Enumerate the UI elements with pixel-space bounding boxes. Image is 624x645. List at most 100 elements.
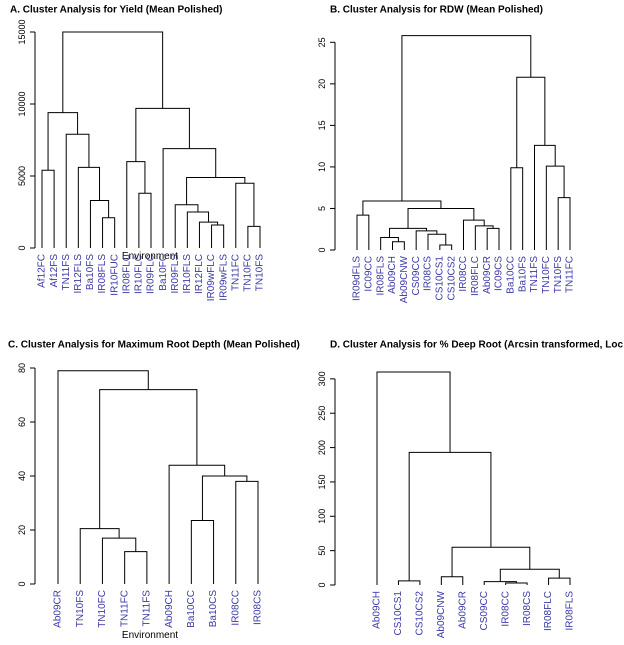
leaf-label: Af12FC bbox=[37, 254, 48, 288]
leaf-label: Ab09CNW bbox=[436, 590, 447, 638]
leaf-label: IC09CS bbox=[494, 256, 505, 291]
leaf-label: IR09FLC bbox=[146, 254, 157, 294]
leaf-label: IR10FLS bbox=[182, 254, 193, 294]
merge-link bbox=[376, 371, 451, 585]
leaf-label: IR08FLC bbox=[470, 256, 481, 296]
leaf-label: Ba10CS bbox=[208, 590, 219, 628]
leaf-label: IR09wFLC bbox=[206, 254, 217, 301]
leaf-label: Ba10FS bbox=[517, 256, 528, 292]
y-tick-label: 0 bbox=[17, 581, 27, 586]
leaf-label: IR09FLS bbox=[170, 254, 181, 294]
leaf-label: IC09CC bbox=[363, 256, 374, 292]
leaf-label: Ab09CNW bbox=[399, 255, 410, 303]
leaf-label: IR09dFLS bbox=[352, 256, 363, 301]
merge-link bbox=[407, 207, 475, 229]
merge-link bbox=[362, 200, 442, 216]
leaf-label: TN11FC bbox=[565, 256, 576, 293]
merge-link bbox=[62, 31, 164, 113]
leaf-label: CS10CS2 bbox=[446, 256, 457, 301]
panel-title: A. Cluster Analysis for Yield (Mean Poli… bbox=[10, 5, 222, 16]
y-tick-label: 50 bbox=[317, 546, 327, 556]
panel-title: B. Cluster Analysis for RDW (Mean Polish… bbox=[330, 5, 543, 16]
y-tick-label: 60 bbox=[17, 417, 27, 427]
y-tick-label: 0 bbox=[317, 247, 327, 252]
merge-link bbox=[483, 581, 517, 585]
panel-title: D. Cluster Analysis for % Deep Root (Arc… bbox=[330, 340, 624, 351]
leaf-label: IR12FLS bbox=[73, 254, 84, 294]
leaf-label: TN10FS bbox=[553, 256, 564, 294]
leaf-label: TN11FS bbox=[529, 256, 540, 293]
y-tick-label: 20 bbox=[317, 79, 327, 89]
leaf-label: IR08FLS bbox=[565, 591, 576, 631]
leaf-label: IR08FLS bbox=[375, 256, 386, 296]
y-tick-label: 100 bbox=[317, 509, 327, 524]
y-tick-label: 5000 bbox=[17, 166, 27, 186]
leaf-label: TN10FS bbox=[75, 590, 86, 628]
leaf-label: Ab09CR bbox=[53, 590, 64, 628]
y-tick-label: 40 bbox=[17, 471, 27, 481]
leaf-label: CS10CS1 bbox=[393, 591, 404, 636]
leaf-label: IR08FLC bbox=[121, 254, 132, 294]
y-tick-label: 80 bbox=[17, 363, 27, 373]
merge-link bbox=[510, 167, 524, 250]
leaf-label: Af12FS bbox=[49, 254, 60, 288]
leaf-label: Ab09CH bbox=[164, 590, 175, 628]
merge-link bbox=[440, 576, 464, 585]
leaf-label: IR08CC bbox=[500, 591, 511, 627]
leaf-label: IR12FLC bbox=[194, 254, 205, 294]
leaf-label: IR08CC bbox=[230, 590, 241, 626]
leaf-label: CS09CC bbox=[479, 591, 490, 630]
y-tick-label: 5 bbox=[317, 206, 327, 211]
leaf-label: IR08FLS bbox=[97, 254, 108, 294]
merge-link bbox=[57, 370, 149, 584]
y-tick-label: 150 bbox=[317, 474, 327, 489]
merge-link bbox=[505, 582, 528, 585]
leaf-label: TN10FS bbox=[255, 254, 266, 292]
leaf-label: TN11FC bbox=[230, 254, 241, 291]
leaf-label: TN11FS bbox=[142, 590, 153, 627]
leaf-label: Ba10CC bbox=[186, 590, 197, 628]
leaf-label: IR08CS bbox=[253, 590, 264, 625]
merge-link bbox=[401, 35, 532, 201]
leaf-label: TN11FC bbox=[119, 590, 130, 627]
y-tick-label: 15 bbox=[317, 120, 327, 130]
merge-link bbox=[451, 546, 531, 577]
leaf-label: TN10FC bbox=[243, 254, 254, 292]
y-tick-label: 20 bbox=[17, 525, 27, 535]
merge-link bbox=[557, 197, 571, 250]
x-axis-label: Environment bbox=[122, 630, 178, 641]
y-tick-label: 15000 bbox=[17, 19, 27, 44]
leaf-label: Ab09CH bbox=[372, 591, 383, 629]
leaf-label: TN11FS bbox=[61, 254, 72, 291]
leaf-label: Ba10CC bbox=[505, 256, 516, 294]
leaf-label: IR08CS bbox=[522, 591, 533, 626]
leaf-label: IR10FLC bbox=[134, 254, 145, 294]
leaf-label: Ba10FC bbox=[158, 254, 169, 291]
y-tick-label: 10000 bbox=[17, 91, 27, 116]
leaf-label: CS09CC bbox=[411, 256, 422, 295]
leaf-label: IR08FLC bbox=[543, 591, 554, 631]
leaf-label: Ba10FS bbox=[85, 254, 96, 290]
merge-link bbox=[474, 225, 494, 250]
y-tick-label: 0 bbox=[317, 582, 327, 587]
y-tick-label: 10 bbox=[317, 162, 327, 172]
leaf-label: CS10CS1 bbox=[434, 256, 445, 301]
leaf-label: Ab09CH bbox=[387, 256, 398, 294]
y-tick-label: 200 bbox=[317, 440, 327, 455]
y-tick-label: 25 bbox=[317, 37, 327, 47]
y-tick-label: 250 bbox=[317, 406, 327, 421]
y-tick-label: 0 bbox=[17, 245, 27, 250]
leaf-label: IR10FUC bbox=[109, 254, 120, 296]
leaf-label: TN10FC bbox=[97, 590, 108, 628]
panel-title: C. Cluster Analysis for Maximum Root Dep… bbox=[8, 340, 300, 351]
y-tick-label: 300 bbox=[317, 371, 327, 386]
leaf-label: CS10CS2 bbox=[415, 591, 426, 636]
leaf-label: IR08CC bbox=[458, 256, 469, 292]
leaf-label: Ab09CR bbox=[457, 591, 468, 629]
leaf-label: TN10FC bbox=[541, 256, 552, 294]
leaf-label: IR09wFLS bbox=[218, 254, 229, 301]
leaf-label: IR08CS bbox=[423, 256, 434, 291]
